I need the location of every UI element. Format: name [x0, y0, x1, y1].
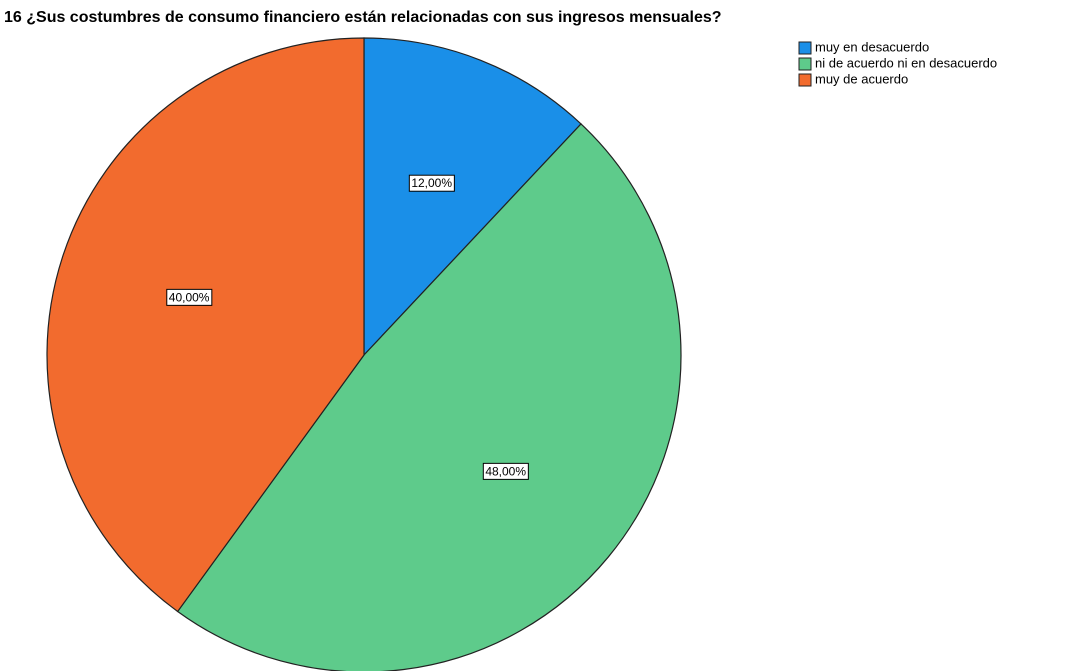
- value-label-text: 12,00%: [411, 176, 452, 190]
- legend-label: ni de acuerdo ni en desacuerdo: [815, 55, 997, 70]
- pie-slice: [363, 37, 582, 357]
- legend-swatch: [798, 41, 812, 55]
- value-label: 12,00%: [408, 174, 455, 192]
- legend-label: muy en desacuerdo: [815, 39, 929, 54]
- value-label: 48,00%: [482, 462, 529, 480]
- legend-label: muy de acuerdo: [815, 71, 908, 86]
- value-label-box: [482, 462, 529, 480]
- chart-title: 16 ¿Sus costumbres de consumo financiero…: [4, 9, 722, 26]
- value-label-box: [408, 174, 455, 192]
- value-label-box: [166, 288, 213, 306]
- pie-slice: [176, 123, 682, 671]
- legend-swatch: [798, 57, 812, 71]
- value-label: 40,00%: [166, 288, 213, 306]
- legend-swatch: [798, 73, 812, 87]
- pie-slice: [46, 37, 365, 613]
- value-label-text: 40,00%: [169, 290, 210, 304]
- value-label-text: 48,00%: [485, 464, 526, 478]
